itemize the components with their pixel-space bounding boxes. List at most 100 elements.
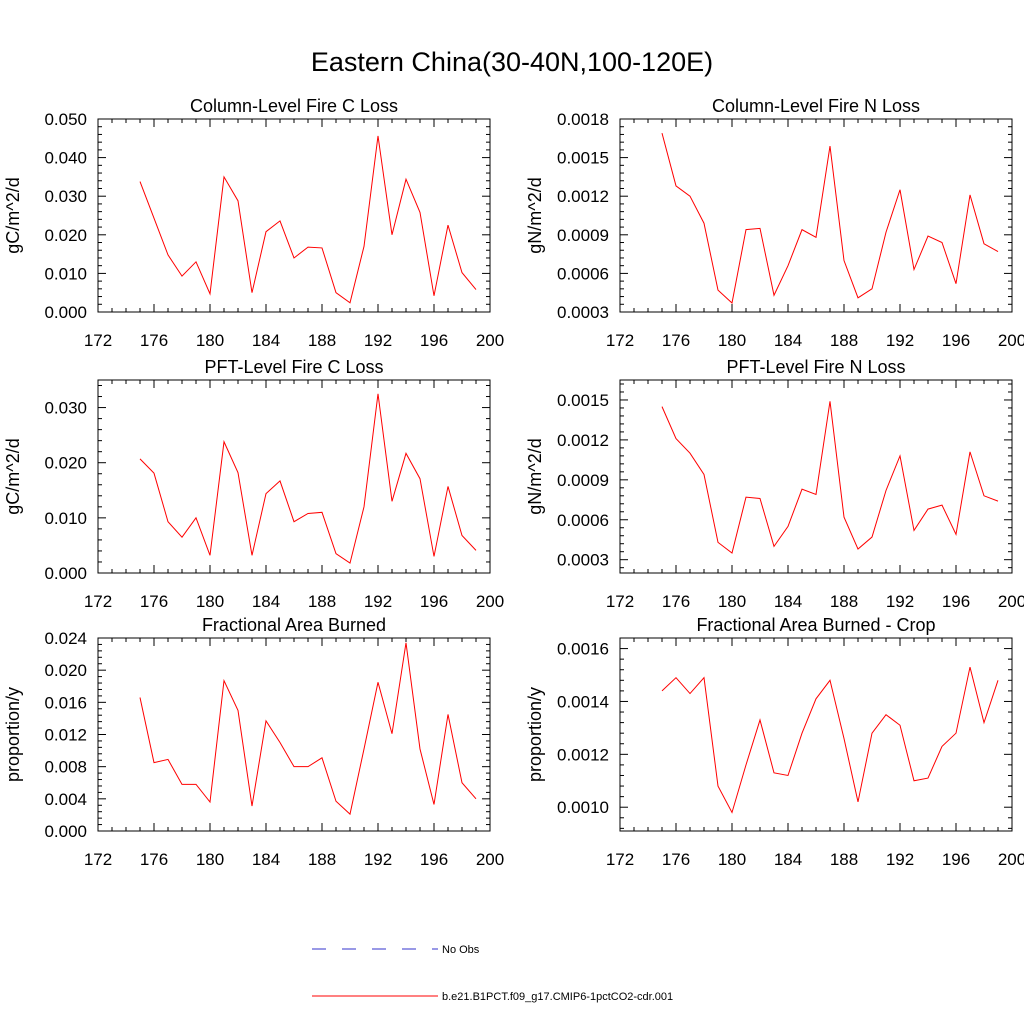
panel-2-ylabel: gN/m^2/d (525, 177, 545, 253)
panel-1: Column-Level Fire C Loss 172 176 180 184 188 1… (3, 96, 504, 350)
panel-4-ytick-label: 0.0003 (557, 551, 609, 570)
panel-5-xtick-label: 188 (308, 850, 336, 869)
panel-5-xtick-label: 176 (140, 850, 168, 869)
panel-6-ytick-label: 0.0016 (557, 640, 609, 659)
panel-1-xtick-label: 184 (252, 331, 280, 350)
panel-6-xtick-label: 176 (662, 850, 690, 869)
legend: No Obs b.e21.B1PCT.f09_g17.CMIP6-1pctCO2… (312, 944, 673, 1003)
panel-4-xtick-label: 188 (830, 592, 858, 611)
panel-3-xtick-label: 188 (308, 592, 336, 611)
panel-6-ylabel: proportion/y (525, 687, 545, 782)
panel-4-ylabel: gN/m^2/d (525, 438, 545, 514)
panel-6-xtick-label: 192 (886, 850, 914, 869)
legend-label-no-obs: No Obs (442, 944, 480, 956)
panel-5-ylabel: proportion/y (3, 687, 23, 782)
panel-6: Fractional Area Burned - Crop 172 176 180 18… (525, 615, 1024, 869)
panel-6-xtick-label: 200 (998, 850, 1024, 869)
panel-3-xtick-label: 172 (84, 592, 112, 611)
panel-6-plot-frame (619, 637, 1013, 832)
panel-3-xtick-label: 200 (476, 592, 504, 611)
panel-1-ytick-label: 0.030 (44, 187, 87, 206)
panel-1-xtick-label: 180 (196, 331, 224, 350)
panel-2-ytick-label: 0.0009 (557, 226, 609, 245)
panel-3-xtick-label: 192 (364, 592, 392, 611)
panel-2-xtick-label: 188 (830, 331, 858, 350)
panel-4-ytick-label: 0.0012 (557, 431, 609, 450)
panel-1-xtick-label: 196 (420, 331, 448, 350)
panel-5-series-line (139, 642, 477, 816)
panel-6-xtick-label: 184 (774, 850, 802, 869)
panel-1-xtick-label: 172 (84, 331, 112, 350)
panel-4-plot-frame (619, 379, 1013, 574)
panel-5-xtick-label: 200 (476, 850, 504, 869)
panel-3-xtick-label: 176 (140, 592, 168, 611)
panel-5-ytick-label: 0.016 (44, 693, 87, 712)
panel-6-title: Fractional Area Burned - Crop (696, 615, 935, 635)
panel-3: PFT-Level Fire C Loss 172 176 180 184 188 192 1… (3, 357, 504, 611)
panel-5-title: Fractional Area Burned (202, 615, 386, 635)
panel-1-ylabel: gC/m^2/d (3, 177, 23, 253)
panel-2-ytick-label: 0.0003 (557, 303, 609, 322)
panel-3-title: PFT-Level Fire C Loss (204, 357, 383, 377)
panel-4-title: PFT-Level Fire N Loss (726, 357, 905, 377)
panel-1-xtick-label: 200 (476, 331, 504, 350)
panel-2-xtick-label: 180 (718, 331, 746, 350)
panel-4-ytick-label: 0.0006 (557, 511, 609, 530)
panel-5-ytick-label: 0.008 (44, 758, 87, 777)
panel-6-xtick-label: 196 (942, 850, 970, 869)
panel-6-ytick-label: 0.0014 (557, 692, 609, 711)
panel-6-xtick-label: 172 (606, 850, 634, 869)
panel-3-plot-frame (97, 379, 491, 574)
panel-5-xtick-label: 184 (252, 850, 280, 869)
panel-4-xtick-label: 176 (662, 592, 690, 611)
panel-5-xtick-label: 172 (84, 850, 112, 869)
panel-3-ytick-label: 0.010 (44, 509, 87, 528)
panel-4-xtick-label: 172 (606, 592, 634, 611)
panel-3-ylabel: gC/m^2/d (3, 438, 23, 514)
panel-5-ytick-label: 0.024 (44, 629, 87, 648)
panel-4-xtick-label: 192 (886, 592, 914, 611)
panel-2: Column-Level Fire N Loss 172 176 180 184 188 1… (525, 96, 1024, 350)
panel-1-ytick-label: 0.000 (44, 303, 87, 322)
panel-2-ytick-label: 0.0018 (557, 110, 609, 129)
panel-2-ytick-label: 0.0006 (557, 264, 609, 283)
panel-5-ytick-label: 0.004 (44, 790, 87, 809)
panel-2-xtick-label: 192 (886, 331, 914, 350)
panel-2-title: Column-Level Fire N Loss (712, 96, 920, 116)
panel-5-plot-frame (97, 637, 491, 832)
panel-6-ytick-label: 0.0012 (557, 745, 609, 764)
panel-4-ytick-label: 0.0015 (557, 391, 609, 410)
panel-6-xtick-label: 180 (718, 850, 746, 869)
panel-1-xtick-label: 192 (364, 331, 392, 350)
panel-1-xtick-label: 188 (308, 331, 336, 350)
panel-1-ytick-label: 0.020 (44, 226, 87, 245)
panel-3-xtick-label: 196 (420, 592, 448, 611)
panel-2-xtick-label: 196 (942, 331, 970, 350)
panel-6-xtick-label: 188 (830, 850, 858, 869)
panel-4-xtick-label: 184 (774, 592, 802, 611)
panel-4-series-line (661, 401, 999, 554)
panel-5: Fractional Area Burned 172 176 180 184 188 192… (3, 615, 504, 869)
panel-6-series-line (661, 666, 999, 814)
panel-2-xtick-label: 172 (606, 331, 634, 350)
panel-grid: Column-Level Fire C Loss 172 176 180 184 188 1… (3, 96, 1024, 869)
panel-3-series-line (139, 393, 477, 564)
panel-4-xtick-label: 180 (718, 592, 746, 611)
panel-2-xtick-label: 200 (998, 331, 1024, 350)
panel-1-ytick-label: 0.050 (44, 110, 87, 129)
panel-1-ytick-label: 0.040 (44, 149, 87, 168)
panel-2-xtick-label: 184 (774, 331, 802, 350)
panel-3-ytick-label: 0.030 (44, 399, 87, 418)
panel-5-xtick-label: 192 (364, 850, 392, 869)
panel-1-title: Column-Level Fire C Loss (190, 96, 398, 116)
panel-2-ytick-label: 0.0012 (557, 187, 609, 206)
panel-3-ytick-label: 0.000 (44, 564, 87, 583)
panel-1-ytick-label: 0.010 (44, 264, 87, 283)
panel-3-ytick-label: 0.020 (44, 454, 87, 473)
figure-title: Eastern China(30-40N,100-120E) (311, 47, 713, 77)
panel-2-series-line (661, 133, 999, 304)
panel-5-ytick-label: 0.012 (44, 726, 87, 745)
panel-4: PFT-Level Fire N Loss 172 176 180 184 188 192 1… (525, 357, 1024, 611)
panel-4-ytick-label: 0.0009 (557, 471, 609, 490)
